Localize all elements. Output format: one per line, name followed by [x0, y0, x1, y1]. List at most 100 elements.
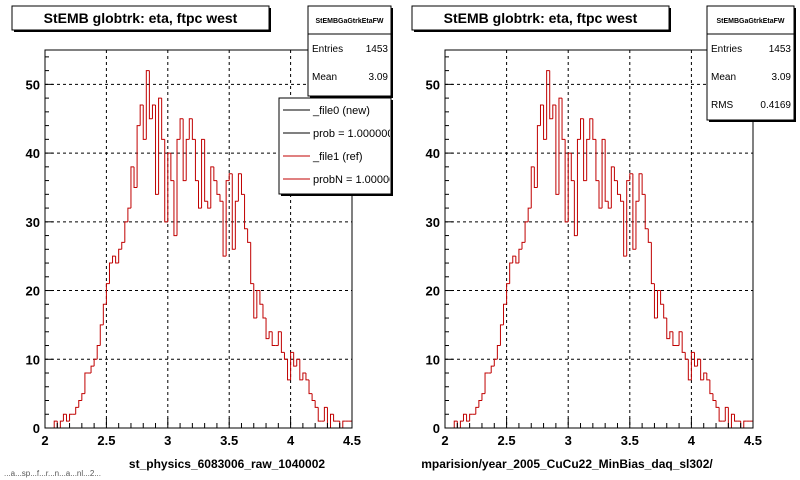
histogram-bin: [323, 406, 328, 422]
histogram-bin: [641, 173, 646, 195]
histogram-bin: [127, 207, 131, 222]
histogram-bin: [700, 359, 704, 381]
histogram-bin: [693, 352, 698, 367]
histogram-bin: [743, 420, 747, 428]
histogram-bin: [552, 104, 556, 119]
footer-text: ...a...sp...f...r...n...a...nl...2...: [4, 469, 101, 478]
y-tick-label: 30: [426, 215, 440, 230]
chart-title: StEMB globtrk: eta, ftpc west: [444, 10, 638, 26]
histogram-bin: [478, 400, 482, 408]
histogram-bin: [567, 152, 572, 222]
histogram-bin: [145, 70, 150, 140]
x-tick-label: 2.5: [97, 433, 115, 448]
histogram-bin: [650, 242, 655, 285]
histogram-bin: [237, 173, 242, 202]
histogram-bin: [493, 358, 498, 367]
x-axis-label: mparision/year_2005_CuCu22_MinBias_daq_s…: [421, 457, 713, 471]
histogram-bin: [62, 413, 67, 422]
histogram-bin: [148, 70, 153, 120]
y-tick-label: 50: [26, 77, 40, 92]
histogram-bin: [564, 139, 569, 223]
y-tick-label: 10: [26, 352, 40, 367]
stats-value: 3.09: [369, 72, 389, 83]
stats-value: 1453: [769, 44, 792, 55]
histogram-bin: [124, 221, 128, 243]
x-tick-label: 3.5: [621, 433, 639, 448]
stats-box: [307, 5, 392, 97]
legend-box: [278, 97, 392, 195]
histogram-bin: [191, 118, 196, 140]
legend-entry: _file1 (ref): [312, 151, 363, 163]
histogram-bin: [194, 139, 199, 182]
y-tick-label: 50: [426, 77, 440, 92]
histogram-bin: [589, 118, 593, 140]
histogram-bin: [277, 331, 282, 346]
histogram-bin: [681, 331, 686, 353]
x-tick-label: 4.5: [744, 433, 762, 448]
histogram-bin: [610, 166, 615, 209]
histogram-bin: [644, 194, 649, 230]
histogram-bin: [240, 173, 245, 195]
histogram-bin: [475, 406, 479, 415]
stats-header: StEMBGaGtrkEtaFW: [716, 18, 784, 25]
histogram: [445, 70, 753, 429]
histogram-bin: [703, 372, 707, 380]
y-tick-label: 40: [26, 146, 40, 161]
stats-header: StEMBGaGtrkEtaFW: [315, 18, 383, 25]
histogram-bin: [93, 358, 98, 367]
histogram-bin: [724, 406, 729, 422]
histogram-bin: [653, 283, 658, 319]
histogram-bin: [283, 352, 288, 360]
plot-frame: [44, 49, 353, 429]
histogram-bin: [317, 407, 322, 422]
histogram-bin: [561, 98, 566, 140]
histogram-bin: [78, 400, 82, 408]
legend-entry: _file0 (new): [312, 105, 370, 117]
histogram-bin: [115, 256, 119, 264]
histogram-bin: [130, 166, 135, 209]
chart-title: StEMB globtrk: eta, ftpc west: [44, 10, 238, 26]
histogram-bin: [290, 351, 294, 380]
histogram-bin: [601, 138, 606, 209]
y-tick-label: 20: [426, 284, 440, 299]
histogram-bin: [613, 166, 618, 182]
histogram-bin: [231, 173, 236, 250]
histogram-bin: [576, 138, 581, 236]
histogram-bin: [570, 153, 575, 182]
histogram-bin: [256, 290, 260, 319]
histogram-bin: [108, 262, 113, 284]
histogram-bin: [647, 228, 652, 243]
x-tick-label: 4: [688, 433, 696, 448]
histogram-bin: [509, 262, 513, 284]
histogram-bin: [515, 256, 519, 264]
histogram-bin: [466, 414, 470, 422]
histogram-bin: [121, 241, 125, 250]
histogram-bin: [604, 139, 609, 202]
histogram-bin: [173, 180, 178, 237]
stats-value: 1453: [366, 44, 389, 55]
y-tick-label: 10: [426, 352, 440, 367]
histogram-bin: [105, 283, 110, 305]
histogram-bin: [496, 345, 501, 360]
histogram-bin: [638, 173, 643, 202]
x-tick-label: 3.5: [220, 433, 238, 448]
histogram-bin: [102, 303, 107, 325]
histogram-bin: [657, 290, 661, 319]
chart-2: 2 2.5 3 3.5 4 4.5 0 10 20 30 40 50 mparision/year_20…: [404, 4, 796, 471]
histogram-bin: [305, 373, 310, 381]
histogram-bin: [660, 290, 664, 305]
histogram-bin: [65, 414, 70, 422]
histogram-bin: [598, 180, 603, 209]
histogram-bin: [558, 97, 563, 195]
histogram-bin: [296, 358, 300, 367]
stats-value: 0.4169: [760, 100, 791, 111]
histogram-bin: [259, 290, 263, 305]
histogram-bin: [287, 359, 291, 381]
histogram-bin: [219, 194, 224, 202]
histogram-bin: [706, 373, 710, 381]
histogram-bin: [81, 393, 85, 401]
histogram-bin: [506, 283, 510, 305]
histogram-bin: [142, 104, 147, 140]
stats-box: [706, 5, 795, 121]
histogram-bin: [635, 200, 640, 250]
